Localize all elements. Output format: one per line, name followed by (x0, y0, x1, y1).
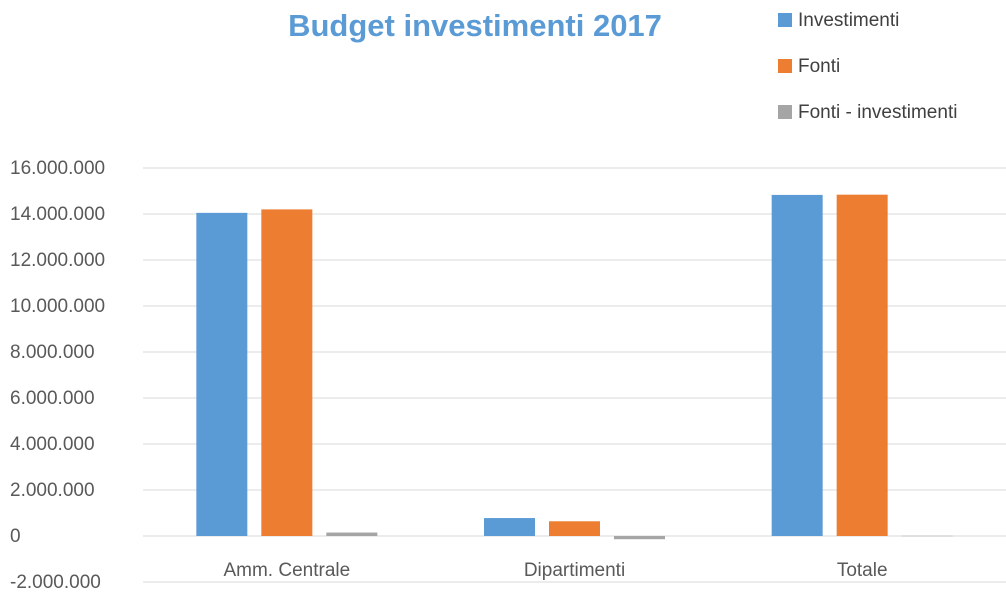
bar-2-3 (836, 194, 888, 536)
bar-3-3 (901, 535, 953, 537)
y-tick-label: 16.000.000 (10, 158, 105, 179)
y-tick-label: 6.000.000 (10, 388, 95, 409)
x-axis-category-labels: Amm. Centrale Dipartimenti Totale (223, 560, 887, 581)
y-tick-label: 12.000.000 (10, 250, 105, 271)
bar-1-3 (771, 194, 823, 536)
y-tick-label: 14.000.000 (10, 204, 105, 225)
legend-label: Fonti (798, 56, 840, 77)
y-axis-tick-labels: -2.000.000 0 2.000.000 4.000.000 6.000.000 8.… (10, 158, 105, 593)
bar-3-1 (326, 532, 378, 536)
x-category-label: Amm. Centrale (223, 560, 350, 581)
bar-1-2 (484, 518, 535, 536)
y-tick-label: 10.000.000 (10, 296, 105, 317)
y-tick-label: -2.000.000 (10, 572, 101, 593)
legend-label: Investimenti (798, 10, 899, 31)
bar-3-2 (614, 536, 665, 540)
y-tick-label: 0 (10, 526, 21, 547)
legend: Investimenti Fonti Fonti - investimenti (778, 10, 957, 123)
bars (196, 194, 953, 540)
bar-2-2 (549, 521, 600, 536)
legend-swatch (778, 13, 792, 27)
bar-2-1 (261, 209, 313, 536)
legend-label: Fonti - investimenti (798, 102, 957, 123)
legend-swatch (778, 59, 792, 73)
y-tick-label: 2.000.000 (10, 480, 95, 501)
x-category-label: Totale (837, 560, 888, 581)
x-category-label: Dipartimenti (524, 560, 625, 581)
y-tick-label: 8.000.000 (10, 342, 95, 363)
bar-1-1 (196, 212, 248, 536)
legend-swatch (778, 105, 792, 119)
y-tick-label: 4.000.000 (10, 434, 95, 455)
chart-title: Budget investimenti 2017 (288, 8, 662, 43)
